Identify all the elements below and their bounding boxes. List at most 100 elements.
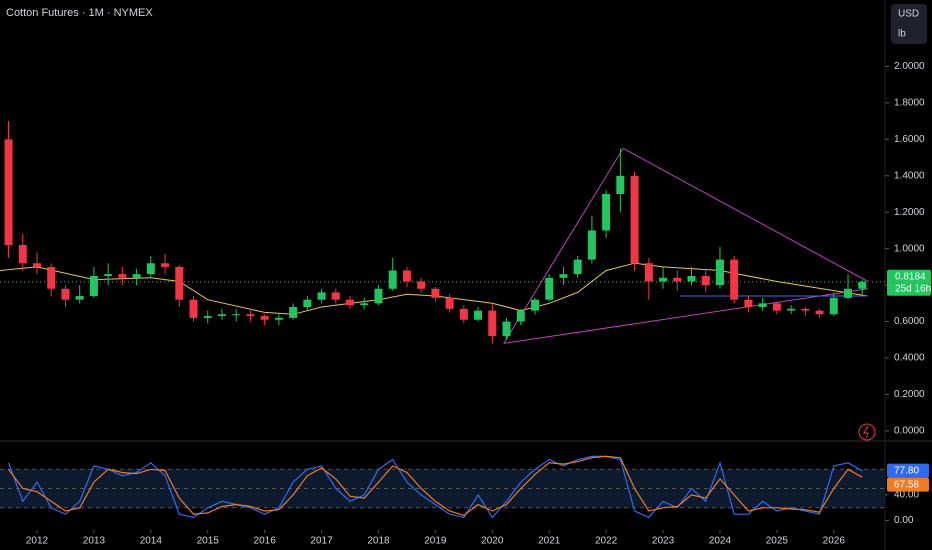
candle-body [829,297,838,315]
y-tick-label: 1.8000 [894,98,925,109]
alert-icon[interactable] [858,423,876,441]
trend-line [503,147,869,344]
candle-body [146,263,155,275]
x-tick-label: 2014 [140,536,163,547]
candle-body [801,308,810,311]
candle-body [274,317,283,320]
candle-body [431,288,440,298]
candle-body [75,296,84,300]
candle-body [787,308,796,311]
y-tick-label: 0.6000 [894,316,925,327]
x-tick-label: 2020 [481,536,504,547]
candle-body [346,299,355,306]
candle-body [360,303,369,306]
countdown: 25d 16h [895,283,931,294]
candle-body [331,292,340,300]
osc-last-label: 77.80 [894,465,919,476]
alert-bolt [863,425,869,439]
candle-body [673,277,682,282]
candle-body [587,230,596,260]
candle-body [217,314,226,317]
candle-body [616,175,625,194]
candle-body [417,281,426,289]
x-tick-label: 2023 [652,536,675,547]
x-tick-label: 2017 [310,536,333,547]
candle-body [189,299,198,318]
x-tick-label: 2013 [83,536,106,547]
candle-body [715,259,724,286]
candle-body [104,274,113,276]
candle-body [246,314,255,317]
candle-body [175,266,184,300]
candle-body [402,270,411,282]
osc-badge [887,477,929,492]
candle-body [459,308,468,320]
candle-body [260,316,269,320]
candle-body [132,274,141,278]
x-tick-label: 2024 [709,536,732,547]
candle-body [815,310,824,315]
chart-title: Cotton Futures · 1M · NYMEX [6,7,153,19]
candle-body [18,245,27,264]
candle-body [687,276,696,282]
last-price-label: 0.8184 [895,271,926,282]
candle-body [730,259,739,300]
price-badge [887,269,931,296]
y-tick-label: 1.4000 [894,170,925,181]
candle-body [559,274,568,278]
x-tick-label: 2018 [367,536,390,547]
candle-body [488,310,497,337]
candle-body [530,299,539,311]
unit: lb [898,29,906,40]
candle-body [303,299,312,307]
osc-last-label: 67.58 [894,479,919,490]
currency: USD [898,9,919,20]
candle-body [844,288,853,298]
candle-body [474,310,483,320]
osc-tick-label: 40.00 [894,490,919,501]
y-tick-label: 0.0000 [894,426,925,437]
candle-body [61,288,70,300]
x-tick-label: 2025 [766,536,789,547]
x-tick-label: 2019 [424,536,447,547]
trend-line [503,288,868,344]
candle-body [203,316,212,318]
candle-body [772,303,781,311]
candle-body [317,292,326,300]
x-tick-label: 2015 [197,536,220,547]
candle-body [659,277,668,282]
candle-body [545,277,554,300]
candle-body [232,314,241,316]
candle-body [573,259,582,275]
y-tick-label: 0.2000 [894,389,925,400]
candle-body [388,270,397,289]
y-tick-label: 1.2000 [894,207,925,218]
y-tick-label: 0.4000 [894,353,925,364]
candle-body [858,281,867,289]
oscillator-line [7,455,863,519]
candle-body [4,139,13,246]
oscillator-line [8,455,863,517]
candle-body [502,321,511,337]
x-tick-label: 2022 [595,536,618,547]
y-tick-label: 2.0000 [894,61,925,72]
unit-box[interactable] [891,4,927,44]
y-tick-label: 1.6000 [894,134,925,145]
x-tick-label: 2021 [538,536,561,547]
candle-body [758,303,767,307]
candle-body [89,276,98,297]
candle-body [630,175,639,264]
osc-badge [887,463,929,478]
candle-body [118,274,127,278]
candle-body [644,263,653,282]
candle-body [47,266,56,289]
candle-body [516,310,525,322]
y-tick-label: 1.0000 [894,243,925,254]
candle-body [445,297,454,309]
candle-body [701,276,710,286]
x-tick-label: 2026 [823,536,846,547]
candle-body [374,288,383,304]
